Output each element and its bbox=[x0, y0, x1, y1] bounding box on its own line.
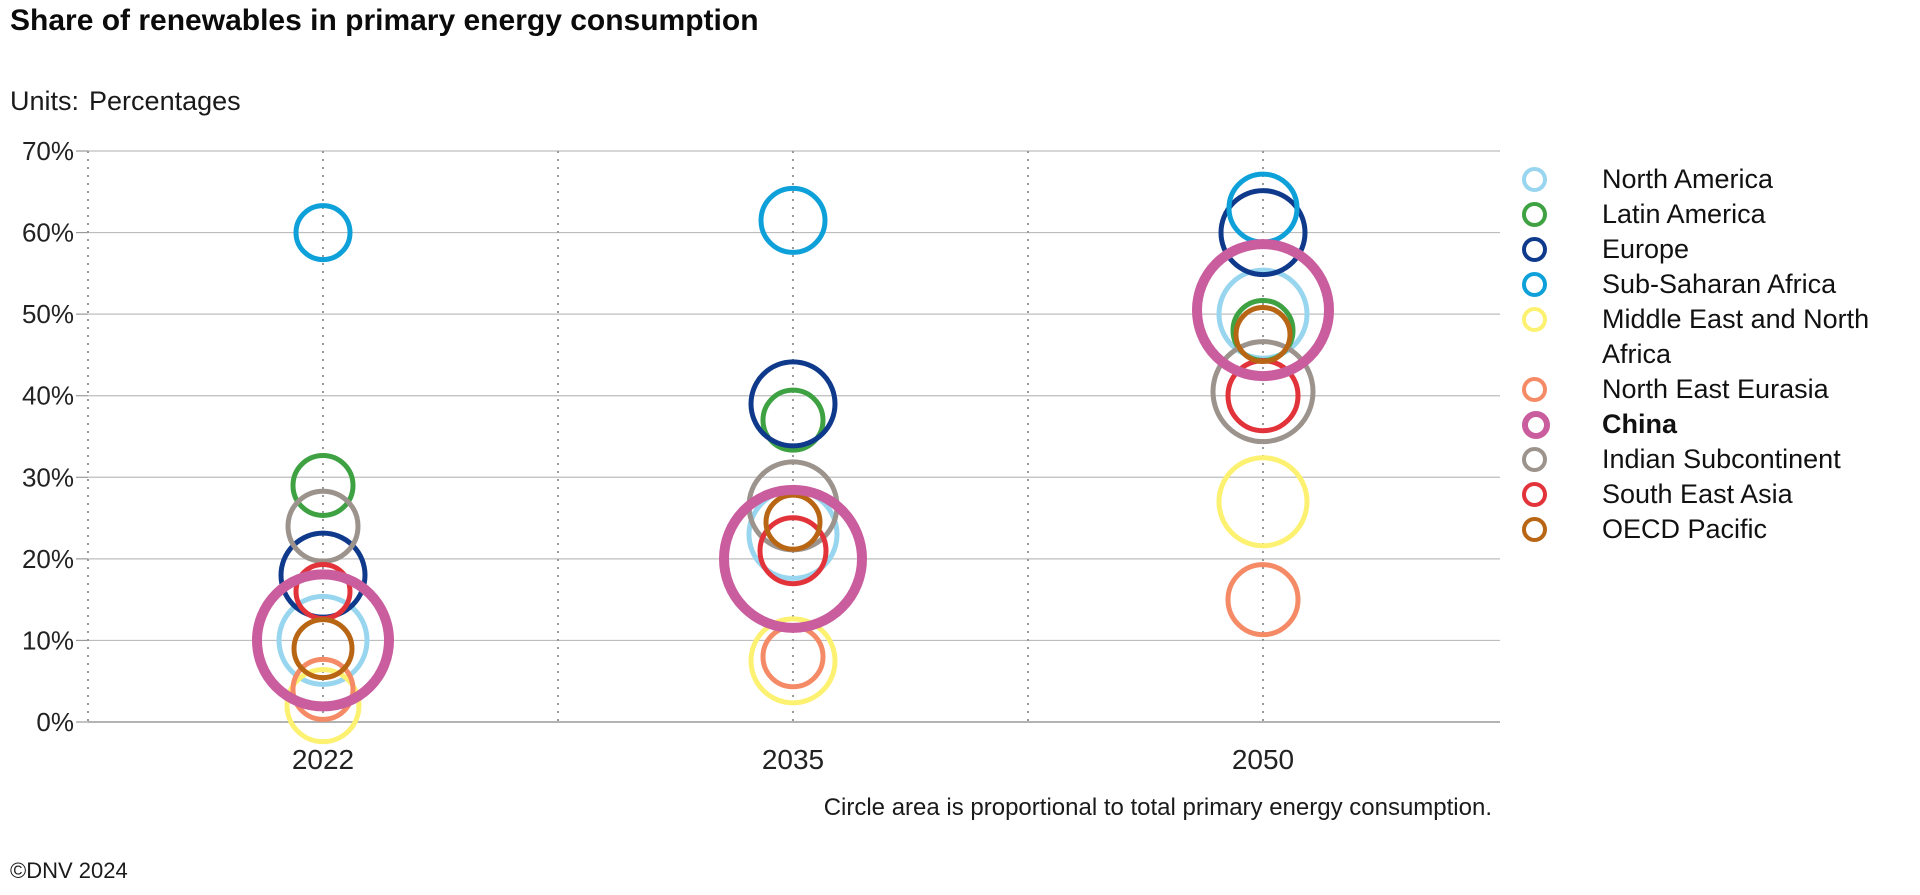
legend-label: OECD Pacific bbox=[1602, 514, 1768, 544]
bubble-latin-america-2022 bbox=[290, 452, 356, 518]
legend-label: North America bbox=[1602, 164, 1774, 194]
y-tick-label: 70% bbox=[22, 136, 74, 166]
units-value: Percentages bbox=[89, 86, 241, 116]
bubble-sub-saharan-africa-2022 bbox=[293, 203, 353, 263]
legend-marker-icon bbox=[1522, 447, 1547, 472]
legend-marker-icon bbox=[1522, 517, 1547, 542]
bubble-middle-east-and-north-africa-2022 bbox=[284, 667, 362, 745]
bubble-north-east-eurasia-2022 bbox=[290, 656, 356, 722]
y-tick-label: 20% bbox=[22, 544, 74, 574]
bubble-indian-subcontinent-2022 bbox=[285, 488, 361, 564]
bubble-china-2035 bbox=[719, 484, 867, 633]
grid bbox=[76, 150, 1500, 723]
x-tick-label: 2022 bbox=[292, 744, 354, 775]
bubbles bbox=[252, 171, 1334, 745]
legend-label: Latin America bbox=[1602, 199, 1766, 229]
units-line: Units: Percentages bbox=[10, 86, 241, 117]
y-tick-label: 10% bbox=[22, 625, 74, 655]
bubble-north-america-2022 bbox=[276, 593, 370, 687]
bubble-south-east-asia-2035 bbox=[757, 515, 829, 587]
legend-item-south-east-asia: South East Asia bbox=[1522, 477, 1902, 512]
units-label: Units: bbox=[10, 86, 80, 116]
y-tick-label: 50% bbox=[22, 299, 74, 329]
legend-item-north-america: North America bbox=[1522, 162, 1902, 197]
bubble-europe-2035 bbox=[748, 359, 838, 449]
copyright: ©DNV 2024 bbox=[10, 858, 128, 883]
legend-label: China bbox=[1602, 409, 1678, 439]
size-note: Circle area is proportional to total pri… bbox=[823, 794, 1492, 821]
bubble-chart: 0% 10% 20% 30% 40% 50% 60% 70% 2022 2035 2050 bbox=[22, 136, 1500, 775]
bubble-latin-america-2035 bbox=[760, 387, 826, 453]
axes: 0% 10% 20% 30% 40% 50% 60% 70% 2022 2035 2050 bbox=[22, 136, 1294, 775]
legend-marker-icon bbox=[1522, 377, 1547, 402]
legend-item-north-east-eurasia: North East Eurasia bbox=[1522, 372, 1902, 407]
legend-item-indian-subcontinent: Indian Subcontinent bbox=[1522, 442, 1902, 477]
bubble-europe-2050 bbox=[1218, 188, 1308, 278]
legend-marker-icon bbox=[1522, 411, 1550, 439]
legend-marker-icon bbox=[1522, 307, 1547, 332]
legend-item-europe: Europe bbox=[1522, 232, 1902, 267]
legend: North America Latin America Europe Sub-Saha… bbox=[1522, 162, 1902, 547]
bubble-china-2050 bbox=[1192, 239, 1334, 382]
bubble-middle-east-and-north-africa-2050 bbox=[1216, 455, 1310, 549]
legend-item-sub-saharan-africa: Sub-Saharan Africa bbox=[1522, 267, 1902, 302]
bubble-oecd-pacific-2022 bbox=[291, 617, 355, 681]
legend-label: North East Eurasia bbox=[1602, 374, 1829, 404]
y-tick-label: 30% bbox=[22, 462, 74, 492]
legend-label: Indian Subcontinent bbox=[1602, 444, 1841, 474]
legend-label: Sub-Saharan Africa bbox=[1602, 269, 1837, 299]
x-tick-label: 2035 bbox=[762, 744, 824, 775]
legend-item-china: China bbox=[1522, 407, 1902, 442]
legend-marker-icon bbox=[1522, 482, 1547, 507]
legend-marker-icon bbox=[1522, 237, 1547, 262]
bubble-china-2022 bbox=[252, 569, 394, 712]
legend-marker-icon bbox=[1522, 202, 1547, 227]
y-tick-label: 40% bbox=[22, 381, 74, 411]
bubble-middle-east-and-north-africa-2035 bbox=[748, 616, 838, 706]
legend-label: South East Asia bbox=[1602, 479, 1793, 509]
legend-label: Europe bbox=[1602, 234, 1690, 264]
y-tick-label: 60% bbox=[22, 218, 74, 248]
legend-item-middle-east-and-north-africa: Middle East and North Africa bbox=[1522, 302, 1902, 372]
bubble-indian-subcontinent-2050 bbox=[1210, 339, 1316, 445]
legend-marker-icon bbox=[1522, 272, 1547, 297]
chart-title: Share of renewables in primary energy co… bbox=[10, 4, 759, 37]
x-tick-label: 2050 bbox=[1232, 744, 1294, 775]
bubble-sub-saharan-africa-2035 bbox=[758, 185, 828, 255]
legend-item-oecd-pacific: OECD Pacific bbox=[1522, 512, 1902, 547]
bubble-oecd-pacific-2050 bbox=[1233, 305, 1293, 365]
bubble-oecd-pacific-2035 bbox=[763, 492, 823, 552]
legend-item-latin-america: Latin America bbox=[1522, 197, 1902, 232]
bubble-north-east-eurasia-2050 bbox=[1225, 562, 1301, 638]
y-tick-label: 0% bbox=[36, 707, 74, 737]
legend-marker-icon bbox=[1522, 167, 1547, 192]
legend-label: Middle East and North Africa bbox=[1602, 304, 1870, 369]
